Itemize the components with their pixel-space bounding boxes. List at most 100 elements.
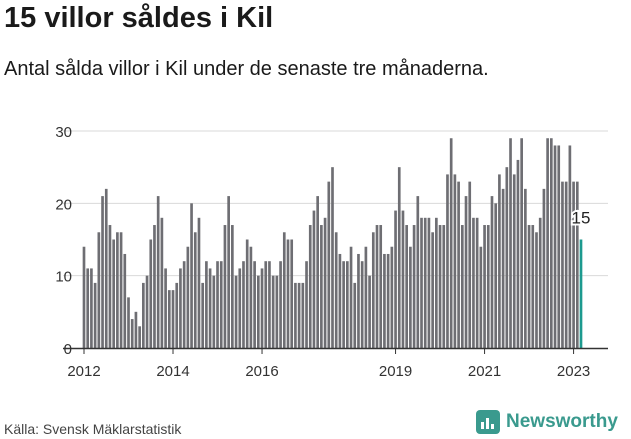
bar xyxy=(212,275,216,348)
bar xyxy=(219,261,223,348)
bar xyxy=(498,174,501,348)
bar xyxy=(305,261,308,348)
bar xyxy=(483,225,486,348)
bar xyxy=(301,282,305,348)
bar xyxy=(149,239,153,348)
bar xyxy=(538,217,542,348)
bar xyxy=(509,138,512,348)
bar xyxy=(553,145,557,348)
tick-labels: 0 10 20 30 2012 2014 2016 2019 2021 2023 15 xyxy=(55,124,592,380)
bar xyxy=(394,210,397,348)
bar xyxy=(464,196,468,348)
brand-logo[interactable]: Newsworthy xyxy=(476,410,618,434)
bar xyxy=(431,232,434,348)
bar xyxy=(572,181,575,348)
bars xyxy=(82,138,583,348)
bar xyxy=(449,138,453,348)
bar xyxy=(316,196,319,348)
bar xyxy=(353,282,357,348)
bar xyxy=(167,290,171,348)
bar xyxy=(205,261,208,348)
x-tick-label: 2012 xyxy=(67,363,100,380)
bar xyxy=(453,174,457,348)
bar xyxy=(490,196,494,348)
bar-highlight xyxy=(579,239,583,348)
bar xyxy=(409,246,412,348)
bar xyxy=(435,217,438,348)
y-tick-label: 0 xyxy=(64,341,72,358)
bar xyxy=(256,275,260,348)
bar xyxy=(472,217,475,348)
bar xyxy=(342,261,345,348)
bar xyxy=(390,246,394,348)
bar xyxy=(542,188,546,348)
bar xyxy=(104,188,108,348)
bar xyxy=(242,261,245,348)
bar xyxy=(182,261,186,348)
y-tick-label: 20 xyxy=(55,196,72,213)
bar xyxy=(346,261,349,348)
bar xyxy=(575,181,579,348)
bar xyxy=(371,232,375,348)
bar xyxy=(375,225,379,348)
y-tick-label: 10 xyxy=(55,269,72,286)
bar xyxy=(297,282,301,348)
bar xyxy=(442,225,446,348)
bar xyxy=(323,217,327,348)
bar xyxy=(171,290,175,348)
bar xyxy=(535,232,538,348)
bar-chart: 0 10 20 30 2012 2014 2016 2019 2021 2023 15 xyxy=(55,124,608,380)
bar xyxy=(145,275,149,348)
bar xyxy=(193,232,197,348)
bar xyxy=(446,174,449,348)
bar xyxy=(282,232,286,348)
bar xyxy=(420,217,423,348)
bar xyxy=(123,253,127,348)
bar xyxy=(201,282,205,348)
bar xyxy=(357,253,360,348)
bar xyxy=(505,167,509,348)
bar xyxy=(494,203,498,348)
bar xyxy=(527,225,531,348)
bar xyxy=(479,246,483,348)
bar xyxy=(405,225,409,348)
newsworthy-logo-icon xyxy=(476,410,500,434)
bar xyxy=(360,261,364,348)
value-annotation: 15 xyxy=(572,209,591,228)
bar xyxy=(427,217,431,348)
bar xyxy=(268,261,271,348)
bar xyxy=(564,181,568,348)
bar xyxy=(331,167,334,348)
bar xyxy=(294,282,297,348)
bar xyxy=(379,225,383,348)
bar xyxy=(531,225,535,348)
bar xyxy=(130,319,134,348)
bar xyxy=(112,239,116,348)
bar xyxy=(82,246,86,348)
bar xyxy=(383,253,386,348)
bar xyxy=(108,225,112,348)
bar xyxy=(416,196,420,348)
x-tick-label: 2014 xyxy=(156,363,189,380)
bar xyxy=(468,181,472,348)
bar xyxy=(116,232,119,348)
bar xyxy=(460,225,464,348)
bar xyxy=(308,225,312,348)
bar xyxy=(286,239,290,348)
bar xyxy=(160,217,164,348)
x-tick-label: 2021 xyxy=(468,363,501,380)
bar xyxy=(216,261,219,348)
bar xyxy=(397,167,401,348)
bar xyxy=(279,261,282,348)
bar xyxy=(260,268,264,348)
bar xyxy=(401,210,405,348)
bar xyxy=(97,232,101,348)
bar xyxy=(227,196,230,348)
bar xyxy=(138,326,141,348)
bar xyxy=(127,297,130,348)
bar xyxy=(186,246,190,348)
bar xyxy=(238,268,242,348)
bar xyxy=(234,275,238,348)
bar xyxy=(164,268,167,348)
bar xyxy=(561,181,564,348)
